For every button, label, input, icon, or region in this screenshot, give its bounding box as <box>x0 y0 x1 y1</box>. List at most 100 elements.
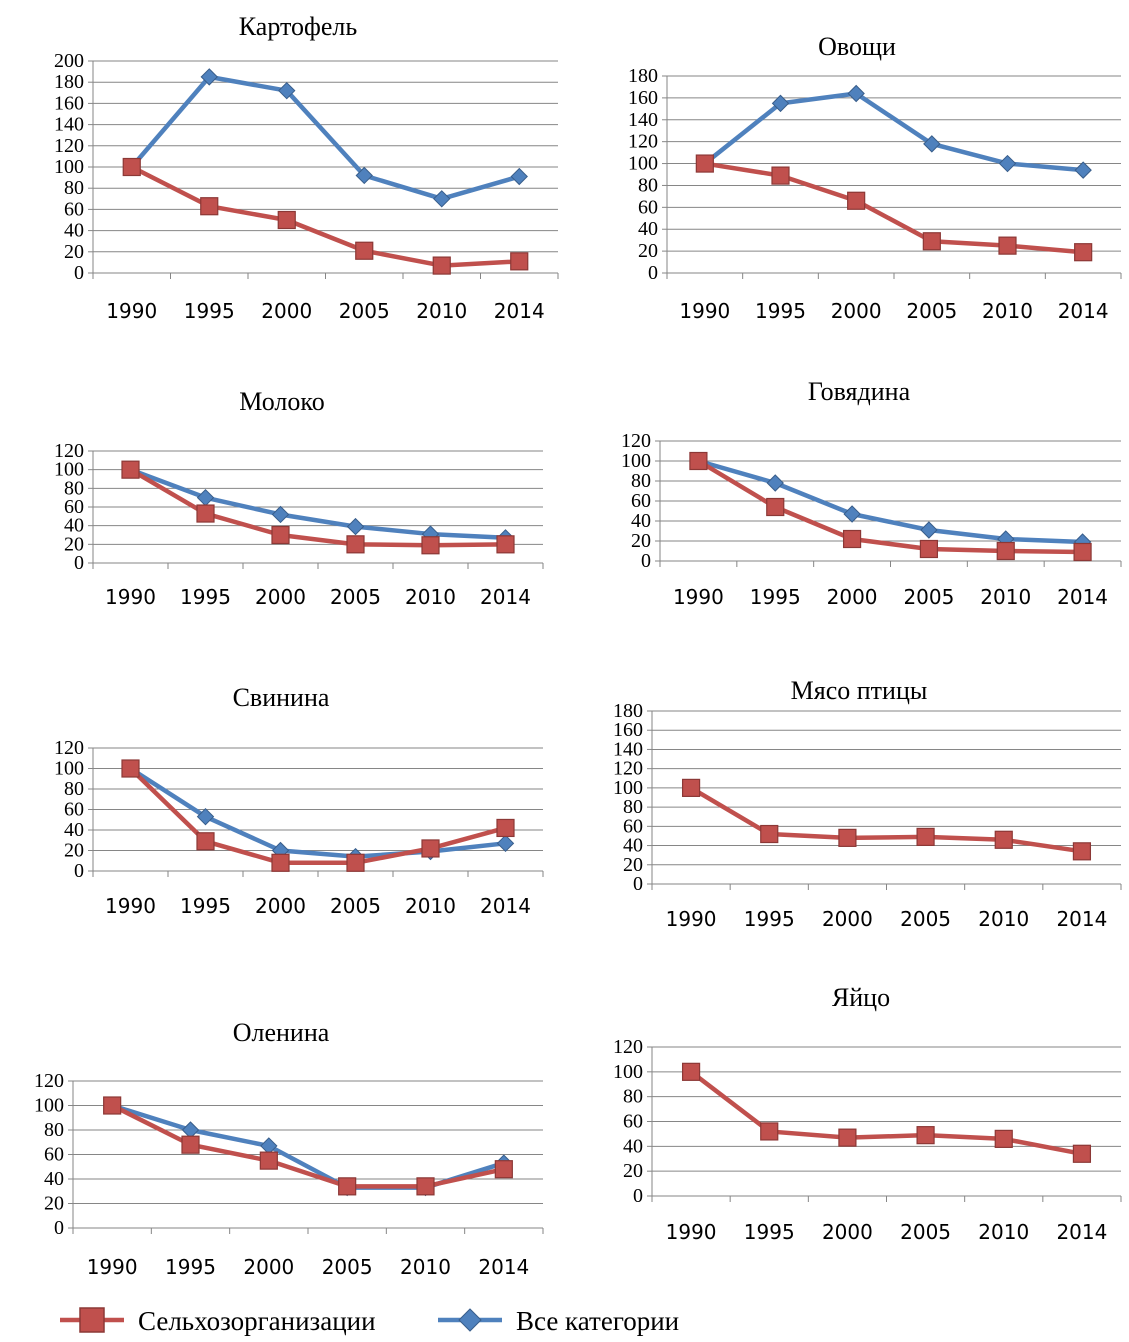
y-tick-label: 200 <box>54 50 84 72</box>
y-tick-label: 60 <box>64 799 84 821</box>
point-agri-1990 <box>103 1096 122 1115</box>
x-tick-label: 2010 <box>978 1220 1029 1244</box>
point-agri-2014 <box>1074 243 1093 262</box>
point-agri-1995 <box>200 197 219 216</box>
y-tick-label: 120 <box>54 135 84 157</box>
y-tick-label: 100 <box>54 758 84 780</box>
y-tick-label: 60 <box>64 198 84 220</box>
point-all-1995 <box>196 807 215 826</box>
point-agri-2010 <box>416 1177 435 1196</box>
chart-title: Картофель <box>239 12 358 41</box>
x-tick-label: 2000 <box>261 299 312 323</box>
y-tick-label: 160 <box>628 87 658 109</box>
series-line-all <box>697 458 1083 545</box>
point-agri-2000 <box>271 525 290 545</box>
y-tick-label: 140 <box>628 109 658 131</box>
x-tick-label: 1990 <box>679 299 730 323</box>
y-tick-label: 20 <box>623 854 643 876</box>
legend-marker-diamond <box>458 1308 482 1332</box>
chart-title: Молоко <box>239 387 324 416</box>
point-agri-2014 <box>494 1160 513 1179</box>
point-agri-2010 <box>421 839 440 858</box>
x-tick-label: 2010 <box>405 894 456 918</box>
x-tick-label: 2014 <box>1056 1220 1107 1244</box>
y-tick-label: 60 <box>623 815 643 837</box>
point-agri-2000 <box>842 529 862 549</box>
point-agri-1995 <box>771 166 790 185</box>
y-tick-label: 80 <box>638 174 658 196</box>
point-agri-2005 <box>916 1126 935 1145</box>
point-agri-1990 <box>695 154 714 173</box>
y-tick-label: 80 <box>623 796 643 818</box>
x-tick-label: 2014 <box>478 1255 529 1279</box>
point-agri-2010 <box>994 830 1013 849</box>
chart-title: Свинина <box>233 683 330 712</box>
point-agri-2000 <box>277 210 296 230</box>
y-tick-label: 100 <box>621 450 651 472</box>
point-agri-1995 <box>766 497 785 517</box>
y-tick-label: 60 <box>44 1144 64 1166</box>
x-tick-label: 2005 <box>906 299 957 323</box>
y-tick-label: 120 <box>54 737 84 759</box>
series-line-agri <box>697 459 1083 555</box>
y-tick-label: 60 <box>623 1111 643 1133</box>
x-tick-label: 2010 <box>980 585 1031 609</box>
x-tick-label: 2010 <box>416 299 467 323</box>
point-all-1995 <box>196 488 215 507</box>
x-tick-label: 2005 <box>330 894 381 918</box>
y-tick-label: 40 <box>623 835 643 857</box>
point-all-1995 <box>771 94 790 113</box>
point-agri-2005 <box>922 232 941 251</box>
chart-title: Говядина <box>808 377 911 406</box>
x-tick-label: 2000 <box>243 1255 294 1279</box>
y-tick-label: 20 <box>623 1160 643 1182</box>
x-tick-label: 2014 <box>1058 299 1109 323</box>
y-tick-label: 160 <box>613 719 643 741</box>
y-tick-label: 100 <box>34 1095 64 1117</box>
point-agri-1995 <box>196 832 215 851</box>
point-agri-1995 <box>760 1122 779 1141</box>
x-tick-label: 1990 <box>105 585 156 609</box>
y-tick-label: 160 <box>54 92 84 114</box>
x-tick-label: 2000 <box>822 1220 873 1244</box>
point-all-2014 <box>496 834 515 853</box>
point-agri-2000 <box>838 1128 857 1147</box>
y-tick-label: 60 <box>638 196 658 218</box>
x-tick-label: 2005 <box>322 1255 373 1279</box>
y-tick-label: 40 <box>638 218 658 240</box>
y-tick-label: 80 <box>631 470 651 492</box>
point-agri-2014 <box>496 535 515 554</box>
point-agri-2014 <box>1072 842 1092 861</box>
point-all-2005 <box>355 166 373 185</box>
x-tick-label: 1995 <box>750 585 801 609</box>
x-tick-label: 1995 <box>744 907 795 931</box>
point-agri-1990 <box>681 778 701 797</box>
x-tick-label: 1990 <box>666 1220 717 1244</box>
legend: Сельхозорганизации Все категории <box>60 1306 679 1336</box>
y-tick-label: 80 <box>64 477 84 499</box>
point-agri-1990 <box>122 157 141 177</box>
point-agri-1990 <box>121 759 140 778</box>
point-agri-1995 <box>181 1135 200 1154</box>
point-agri-2000 <box>847 191 866 210</box>
y-tick-label: 80 <box>64 778 84 800</box>
y-tick-label: 100 <box>628 153 658 175</box>
y-tick-label: 0 <box>633 1185 643 1207</box>
y-tick-label: 180 <box>628 65 658 87</box>
y-tick-label: 40 <box>631 510 651 532</box>
x-tick-label: 2005 <box>903 585 954 609</box>
legend-label-all: Все категории <box>516 1306 679 1336</box>
series-line-all <box>703 91 1084 173</box>
y-tick-label: 100 <box>613 1061 643 1083</box>
y-tick-label: 100 <box>54 459 84 481</box>
series-line-all <box>130 74 520 202</box>
point-agri-2010 <box>994 1129 1013 1148</box>
x-tick-label: 2000 <box>255 894 306 918</box>
